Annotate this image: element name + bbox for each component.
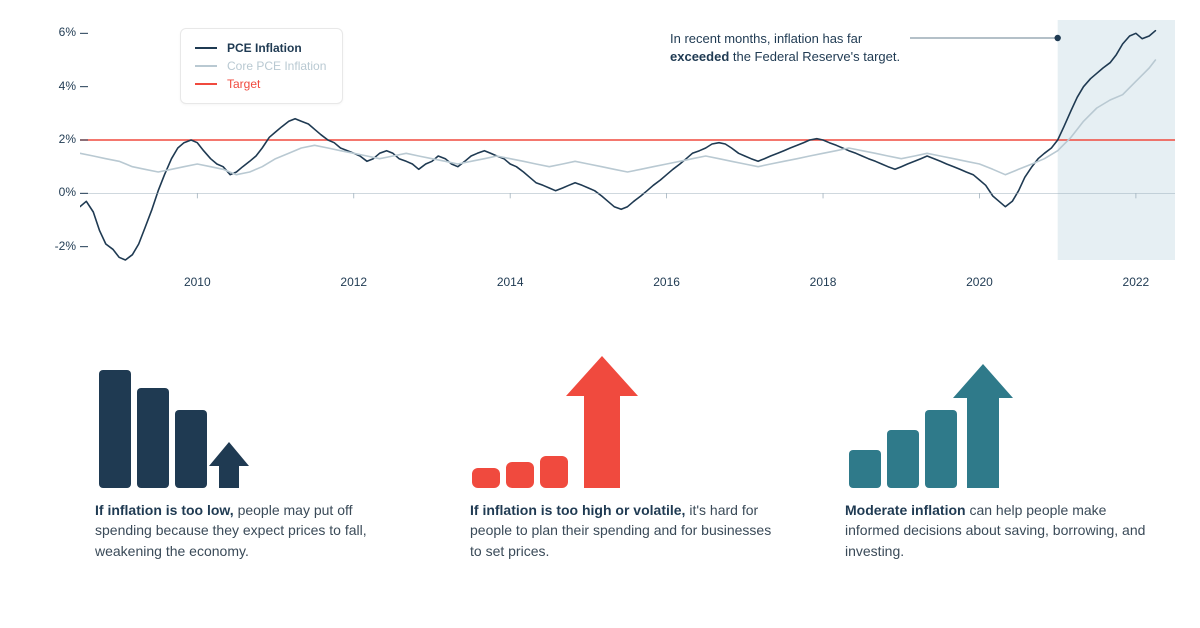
- x-tick-label: 2012: [340, 275, 367, 289]
- legend: PCE Inflation Core PCE Inflation Target: [180, 28, 343, 104]
- x-tick-label: 2022: [1123, 275, 1150, 289]
- bars-up-arrow-icon: [845, 350, 1015, 490]
- legend-swatch: [195, 83, 217, 85]
- x-tick-label: 2020: [966, 275, 993, 289]
- info-row: If inflation is too low, people may put …: [95, 350, 1155, 561]
- info-block-high: If inflation is too high or volatile, it…: [470, 350, 780, 561]
- x-tick-label: 2010: [184, 275, 211, 289]
- legend-item: Target: [195, 75, 326, 93]
- callout-bold: exceeded: [670, 49, 729, 64]
- y-tick-label: 6%: [50, 25, 76, 39]
- callout-rest: the Federal Reserve's target.: [729, 49, 900, 64]
- x-tick-label: 2016: [653, 275, 680, 289]
- info-lead: If inflation is too low,: [95, 502, 234, 518]
- callout-text: In recent months, inflation has far exce…: [670, 30, 1000, 66]
- legend-swatch: [195, 47, 217, 49]
- legend-item: Core PCE Inflation: [195, 57, 326, 75]
- legend-label: Core PCE Inflation: [227, 57, 326, 75]
- inflation-line-chart: PCE Inflation Core PCE Inflation Target …: [80, 20, 1175, 330]
- bars-down-arrow-icon: [95, 360, 255, 490]
- info-block-moderate: Moderate inflation can help people make …: [845, 350, 1155, 561]
- legend-item: PCE Inflation: [195, 39, 326, 57]
- legend-label: Target: [227, 75, 260, 93]
- info-text-high: If inflation is too high or volatile, it…: [470, 500, 780, 561]
- y-tick-label: -2%: [50, 239, 76, 253]
- legend-swatch: [195, 65, 217, 67]
- y-tick-label: 0%: [50, 185, 76, 199]
- callout-line1: In recent months, inflation has far: [670, 31, 862, 46]
- bars-up-big-arrow-icon: [470, 350, 640, 490]
- info-icon-high: [470, 350, 780, 490]
- x-tick-label: 2014: [497, 275, 524, 289]
- info-icon-low: [95, 350, 405, 490]
- y-tick-label: 4%: [50, 79, 76, 93]
- info-lead: If inflation is too high or volatile,: [470, 502, 685, 518]
- info-text-moderate: Moderate inflation can help people make …: [845, 500, 1155, 561]
- info-block-low: If inflation is too low, people may put …: [95, 350, 405, 561]
- info-icon-moderate: [845, 350, 1155, 490]
- x-tick-label: 2018: [810, 275, 837, 289]
- info-lead: Moderate inflation: [845, 502, 966, 518]
- legend-label: PCE Inflation: [227, 39, 302, 57]
- info-text-low: If inflation is too low, people may put …: [95, 500, 405, 561]
- y-tick-label: 2%: [50, 132, 76, 146]
